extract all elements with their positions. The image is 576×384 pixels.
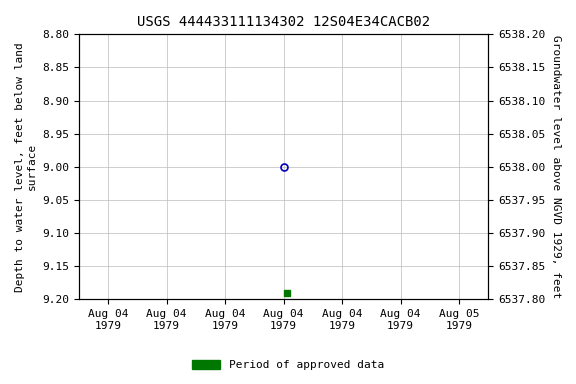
Y-axis label: Groundwater level above NGVD 1929, feet: Groundwater level above NGVD 1929, feet [551, 35, 561, 298]
Title: USGS 444433111134302 12S04E34CACB02: USGS 444433111134302 12S04E34CACB02 [137, 15, 430, 29]
Legend: Period of approved data: Period of approved data [188, 355, 388, 375]
Y-axis label: Depth to water level, feet below land
surface: Depth to water level, feet below land su… [15, 42, 37, 292]
